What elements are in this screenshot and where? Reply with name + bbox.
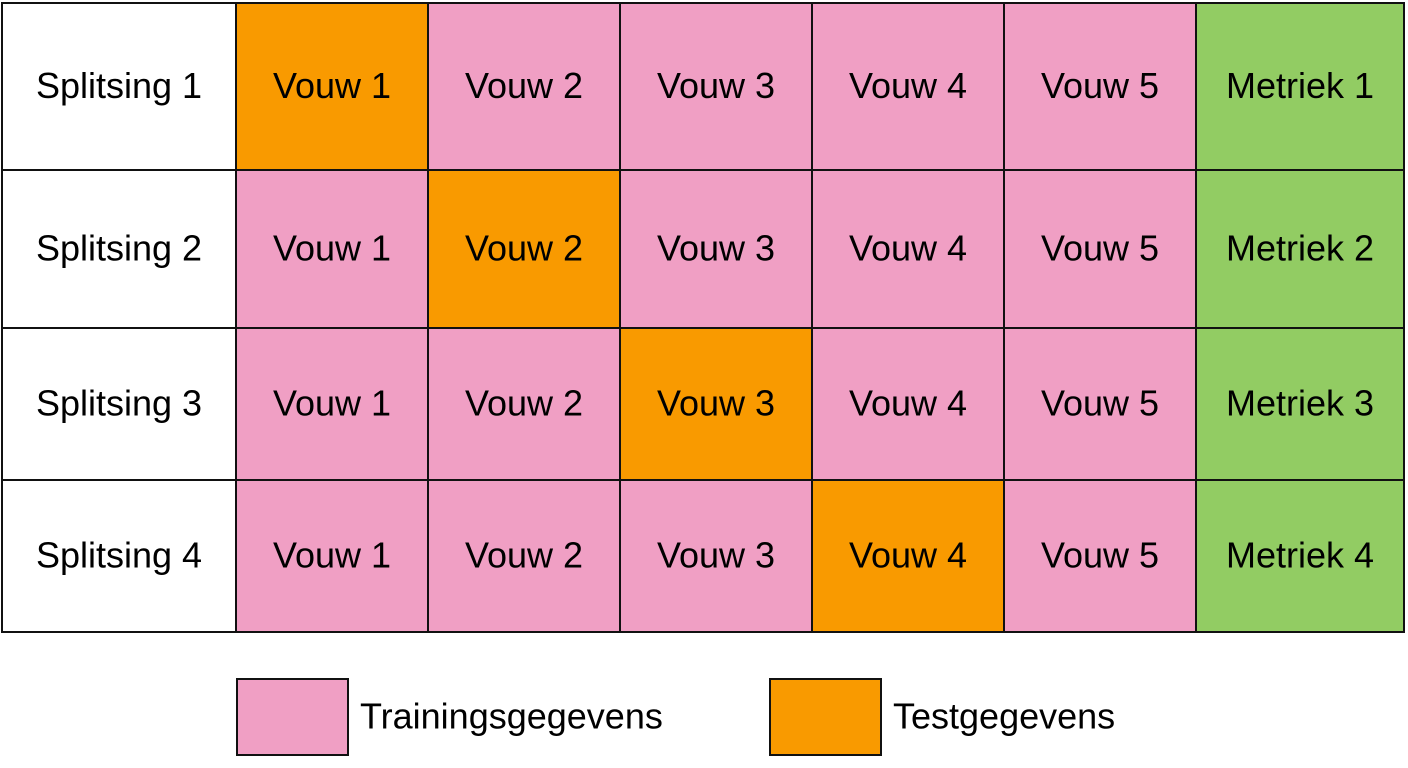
split-label	[1, 327, 237, 481]
split-label-text: Splitsing 2	[36, 228, 202, 269]
fold-cell	[619, 2, 813, 171]
split-label-text: Splitsing 4	[36, 535, 202, 576]
fold-cell	[1003, 169, 1197, 329]
fold-cell-text: Vouw 3	[657, 383, 775, 424]
fold-cell	[235, 479, 429, 633]
split-label	[1, 479, 237, 633]
fold-cell-text: Vouw 4	[849, 383, 967, 424]
fold-cell-text: Vouw 3	[657, 228, 775, 269]
split-label	[1, 2, 237, 171]
fold-cell-text: Vouw 3	[657, 535, 775, 576]
metric-cell	[1195, 479, 1405, 633]
fold-cell	[235, 327, 429, 481]
fold-cell	[427, 327, 621, 481]
fold-cell	[1003, 479, 1197, 633]
fold-cell-text: Vouw 2	[465, 383, 583, 424]
legend-label: Testgegevens	[893, 696, 1115, 737]
fold-cell	[1003, 327, 1197, 481]
fold-cell-text: Vouw 2	[465, 228, 583, 269]
fold-cell-text: Vouw 5	[1041, 535, 1159, 576]
fold-cell-text: Vouw 2	[465, 65, 583, 106]
fold-cell-text: Vouw 1	[273, 228, 391, 269]
fold-cell	[1003, 2, 1197, 171]
split-label	[1, 169, 237, 329]
split-label-text: Splitsing 1	[36, 65, 202, 106]
fold-cell	[811, 169, 1005, 329]
fold-cell-text: Vouw 5	[1041, 65, 1159, 106]
fold-cell-text: Vouw 1	[273, 383, 391, 424]
fold-cell-text: Vouw 4	[849, 228, 967, 269]
fold-cell-text: Vouw 4	[849, 65, 967, 106]
fold-cell-text: Vouw 2	[465, 535, 583, 576]
metric-cell	[1195, 327, 1405, 481]
legend-swatch	[236, 678, 349, 756]
metric-cell-text: Metriek 1	[1226, 65, 1374, 106]
metric-cell-text: Metriek 4	[1226, 535, 1374, 576]
metric-cell-text: Metriek 3	[1226, 383, 1374, 424]
fold-cell	[235, 2, 429, 171]
legend-label: Trainingsgegevens	[360, 696, 663, 737]
fold-cell	[619, 327, 813, 481]
split-label-text: Splitsing 3	[36, 383, 202, 424]
fold-cell	[619, 479, 813, 633]
fold-cell-text: Vouw 1	[273, 65, 391, 106]
fold-cell	[427, 169, 621, 329]
fold-cell-text: Vouw 3	[657, 65, 775, 106]
metric-cell	[1195, 169, 1405, 329]
fold-cell	[811, 2, 1005, 171]
fold-cell	[427, 2, 621, 171]
fold-cell-text: Vouw 1	[273, 535, 391, 576]
fold-cell-text: Vouw 5	[1041, 383, 1159, 424]
fold-cell-text: Vouw 5	[1041, 228, 1159, 269]
metric-cell-text: Metriek 2	[1226, 228, 1374, 269]
fold-cell	[811, 327, 1005, 481]
fold-cell-text: Vouw 4	[849, 535, 967, 576]
legend-swatch	[769, 678, 882, 756]
